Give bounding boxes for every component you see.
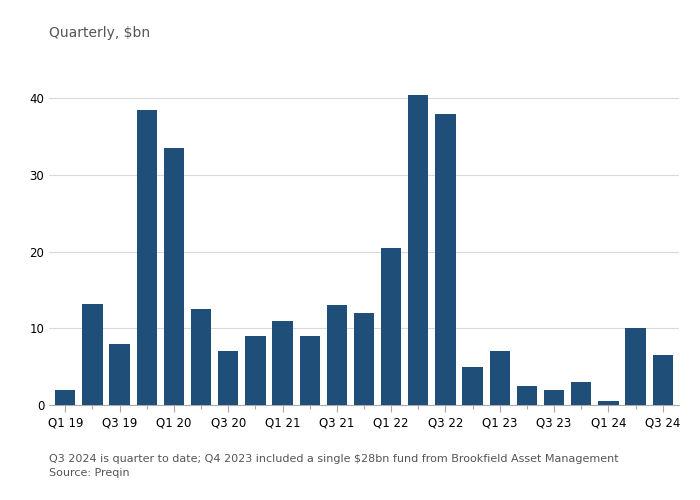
Bar xyxy=(83,304,103,405)
Bar xyxy=(489,352,510,405)
Bar xyxy=(571,382,592,405)
Bar xyxy=(164,148,184,405)
Bar xyxy=(381,248,401,405)
Text: Source: Preqin: Source: Preqin xyxy=(49,468,130,478)
Bar xyxy=(55,390,76,405)
Bar xyxy=(517,386,537,405)
Bar xyxy=(652,355,673,405)
Bar xyxy=(272,320,293,405)
Bar xyxy=(300,336,320,405)
Text: Q3 2024 is quarter to date; Q4 2023 included a single $28bn fund from Brookfield: Q3 2024 is quarter to date; Q4 2023 incl… xyxy=(49,454,619,464)
Text: Quarterly, $bn: Quarterly, $bn xyxy=(49,26,150,40)
Bar xyxy=(598,401,619,405)
Bar xyxy=(408,94,428,405)
Bar xyxy=(109,344,130,405)
Bar xyxy=(191,309,211,405)
Bar xyxy=(463,366,483,405)
Bar xyxy=(435,114,456,405)
Bar xyxy=(136,110,157,405)
Bar xyxy=(354,313,374,405)
Bar xyxy=(245,336,265,405)
Bar xyxy=(625,328,645,405)
Bar xyxy=(544,390,564,405)
Bar xyxy=(327,306,347,405)
Bar xyxy=(218,352,239,405)
